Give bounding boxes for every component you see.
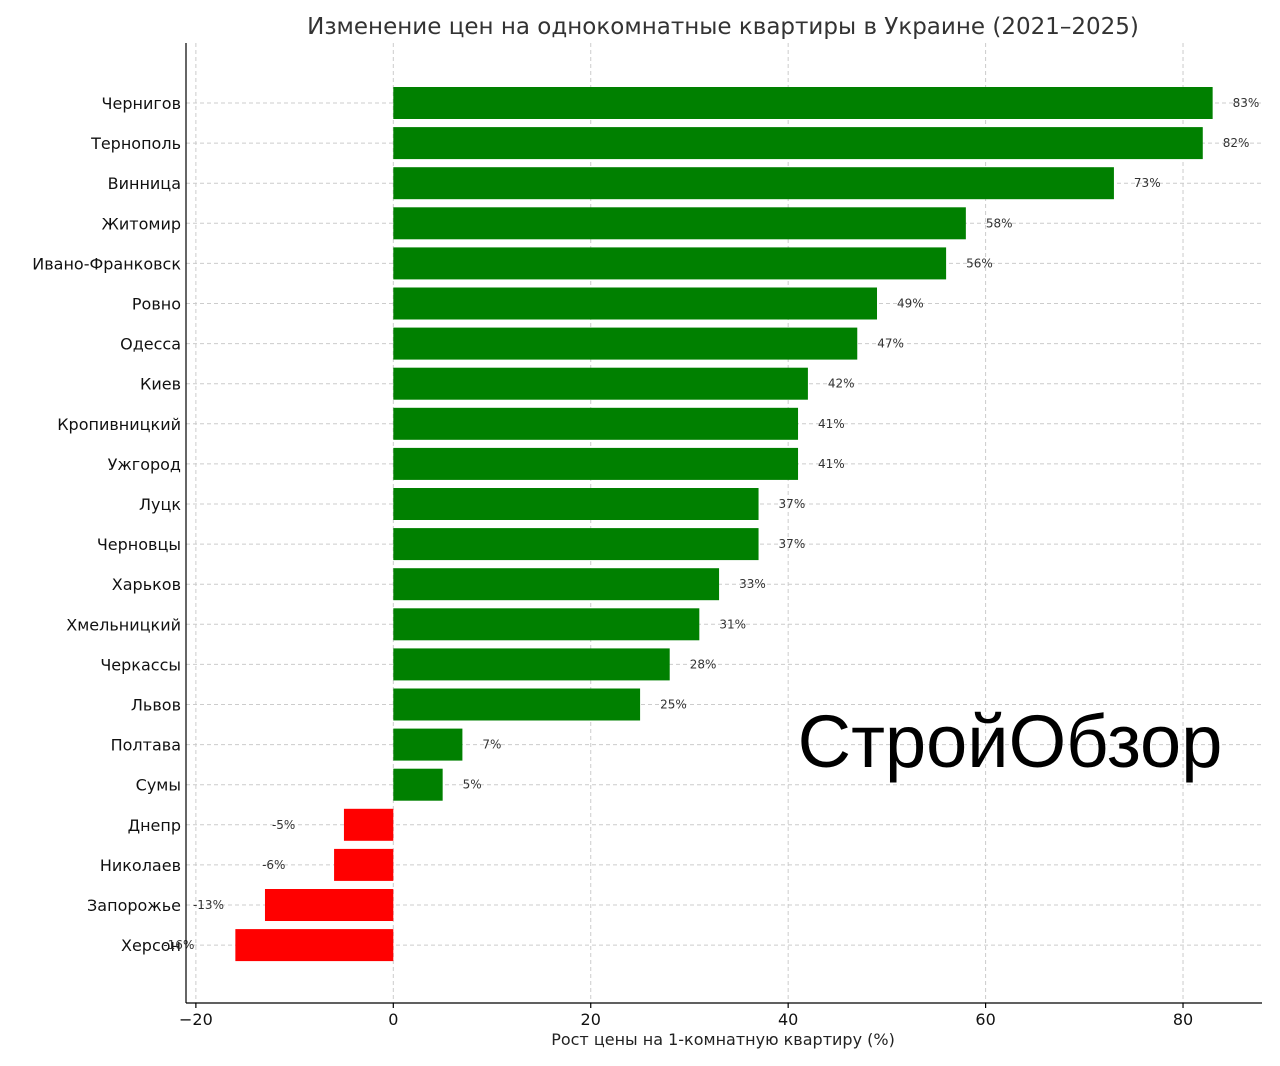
category-label-10: Луцк [139, 495, 181, 514]
x-tick-label-5: 80 [1173, 1010, 1193, 1029]
value-label-12: 33% [739, 577, 766, 591]
value-label-5: 49% [897, 297, 924, 311]
category-label-14: Черкассы [100, 655, 181, 674]
watermark-text: СтройОбзор [798, 700, 1223, 783]
value-label-8: 41% [818, 417, 845, 431]
x-tick-label-2: 20 [581, 1010, 601, 1029]
bar-6 [393, 327, 858, 360]
category-label-15: Львов [131, 696, 181, 715]
bar-5 [393, 287, 878, 320]
category-label-12: Харьков [112, 575, 181, 594]
bar-3 [393, 207, 966, 240]
bar-19 [334, 848, 394, 881]
category-label-9: Ужгород [108, 455, 181, 474]
value-label-11: 37% [779, 537, 806, 551]
category-label-19: Николаев [100, 856, 181, 875]
value-label-3: 58% [986, 216, 1013, 230]
x-tick-label-4: 60 [975, 1010, 995, 1029]
bar-21 [235, 929, 394, 962]
x-tick-label-3: 40 [778, 1010, 798, 1029]
category-labels: Чернигов Тернополь Винница Житомир Ивано-Фра… [32, 94, 181, 955]
bars [235, 87, 1213, 962]
category-label-11: Черновцы [97, 535, 181, 554]
category-label-7: Киев [140, 375, 181, 394]
x-axis-label: Рост цены на 1-комнатную квартиру (%) [551, 1030, 895, 1049]
bar-1 [393, 127, 1203, 160]
value-label-17: 5% [463, 778, 482, 792]
bar-14 [393, 648, 670, 681]
value-label-15: 25% [660, 698, 687, 712]
value-label-0: 83% [1233, 96, 1260, 110]
bar-2 [393, 167, 1114, 200]
bar-0 [393, 87, 1213, 119]
value-label-18: -5% [272, 818, 295, 832]
category-label-3: Житомир [102, 214, 181, 233]
chart-title: Изменение цен на однокомнатные квартиры … [307, 14, 1139, 40]
value-label-19: -6% [262, 858, 285, 872]
value-label-9: 41% [818, 457, 845, 471]
value-label-1: 82% [1223, 136, 1250, 150]
value-label-14: 28% [690, 657, 717, 671]
x-tick-labels: −20 0 20 40 60 80 [179, 1003, 1193, 1029]
category-label-16: Полтава [111, 736, 181, 755]
x-tick-label-0: −20 [179, 1010, 213, 1029]
value-label-10: 37% [779, 497, 806, 511]
bar-12 [393, 568, 720, 601]
bar-8 [393, 407, 799, 440]
bar-11 [393, 528, 759, 561]
value-label-13: 31% [719, 617, 746, 631]
category-label-18: Днепр [128, 816, 181, 835]
bar-17 [393, 768, 443, 801]
category-label-5: Ровно [132, 295, 181, 314]
value-label-6: 47% [877, 337, 904, 351]
value-label-4: 56% [966, 256, 993, 270]
value-label-7: 42% [828, 377, 855, 391]
axes [185, 43, 1262, 1004]
category-label-2: Винница [108, 174, 181, 193]
bar-13 [393, 608, 700, 641]
category-label-6: Одесса [120, 335, 181, 354]
value-label-2: 73% [1134, 176, 1161, 190]
value-label-16: 7% [482, 738, 501, 752]
category-label-4: Ивано-Франковск [32, 254, 181, 273]
category-label-21: Херсон [121, 936, 181, 955]
value-label-20: -13% [193, 898, 224, 912]
bar-4 [393, 247, 947, 280]
bar-16 [393, 728, 463, 761]
bar-7 [393, 367, 808, 400]
value-labels: 83% 82% 73% 58% 56% 49% 47% 42% 41% 41% 37% 37% 33% 3… [163, 96, 1259, 952]
bar-18 [343, 808, 394, 841]
category-label-17: Сумы [136, 776, 181, 795]
category-label-1: Тернополь [90, 134, 181, 153]
category-label-8: Кропивницкий [57, 415, 181, 434]
category-label-13: Хмельницкий [66, 615, 181, 634]
category-label-20: Запорожье [87, 896, 181, 915]
bar-10 [393, 488, 759, 520]
x-tick-label-1: 0 [388, 1010, 398, 1029]
value-label-21: -16% [163, 938, 194, 952]
bar-9 [393, 447, 799, 480]
bar-15 [393, 688, 641, 721]
bar-20 [264, 889, 394, 921]
category-label-0: Чернигов [102, 94, 181, 113]
